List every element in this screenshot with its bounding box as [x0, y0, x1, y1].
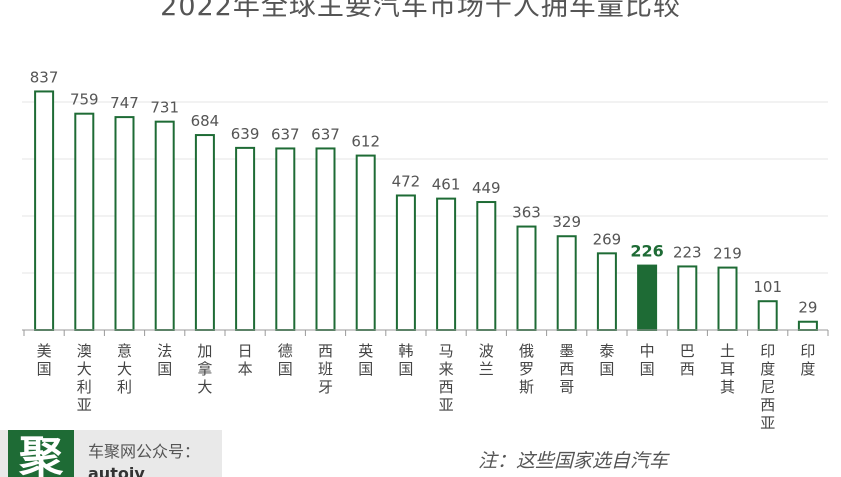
- chart-title: 2022年全球主要汽车市场千人拥车量比较: [160, 0, 681, 22]
- bar: [355, 154, 376, 331]
- category-label: 印度: [800, 342, 815, 378]
- bar: [596, 252, 617, 332]
- data-label: 759: [70, 91, 99, 109]
- bar: [637, 264, 658, 331]
- category-label: 韩国: [398, 342, 413, 378]
- bar: [315, 147, 336, 331]
- data-label: 747: [110, 94, 139, 112]
- bar: [797, 320, 818, 331]
- category-label: 马来西亚: [439, 342, 454, 414]
- category-label: 墨西哥: [559, 342, 574, 396]
- data-label: 637: [311, 125, 340, 143]
- category-label: 德国: [278, 342, 293, 378]
- bar: [395, 194, 416, 331]
- data-label: 269: [593, 230, 622, 248]
- bar: [34, 90, 55, 331]
- bar: [476, 201, 497, 331]
- bars: [34, 90, 818, 332]
- data-label: 363: [512, 204, 541, 222]
- data-label: 101: [753, 278, 782, 296]
- category-label: 俄罗斯: [519, 342, 534, 396]
- bar-chart: 837 759 747 731 684 639 637 637 612 472 461 449 363 3…: [22, 68, 829, 430]
- data-label: 29: [798, 299, 817, 317]
- category-label: 美国: [37, 342, 52, 378]
- footnote: 注：这些国家选自汽车: [478, 450, 669, 472]
- data-label: 223: [673, 243, 702, 261]
- brand-logo: 聚: [8, 430, 74, 477]
- gridlines: [22, 101, 828, 274]
- data-label: 612: [351, 133, 380, 151]
- data-label: 639: [231, 125, 260, 143]
- brand-account-label: 车聚网公众号：: [88, 442, 201, 461]
- data-label: 637: [271, 125, 300, 143]
- category-label: 英国: [358, 342, 373, 378]
- bar: [556, 235, 577, 331]
- bar: [194, 134, 215, 331]
- category-label: 西班牙: [318, 342, 333, 396]
- data-label: 461: [432, 176, 461, 194]
- category-label: 巴西: [680, 342, 695, 378]
- category-label: 加拿大: [197, 342, 212, 396]
- category-label: 土耳其: [720, 342, 735, 396]
- data-label: 731: [150, 99, 179, 117]
- bar: [717, 266, 738, 331]
- bar: [154, 120, 175, 332]
- bar: [677, 265, 698, 332]
- bar: [235, 146, 256, 331]
- data-label: 449: [472, 179, 501, 197]
- data-label: 226: [630, 242, 663, 261]
- category-label: 印度尼西亚: [760, 342, 775, 430]
- category-label: 日本: [238, 342, 253, 378]
- bar: [757, 300, 778, 331]
- bar: [436, 197, 457, 331]
- category-label: 泰国: [599, 342, 614, 378]
- category-label: 波兰: [479, 342, 494, 378]
- data-label: 684: [191, 112, 220, 130]
- x-axis: [22, 329, 829, 336]
- brand-watermark: 聚 车聚网公众号： autojv: [0, 430, 222, 477]
- bar: [74, 112, 95, 331]
- data-label: 219: [713, 245, 742, 263]
- data-label: 329: [552, 213, 581, 231]
- category-label: 法国: [157, 342, 172, 378]
- category-label: 澳大利亚: [77, 342, 92, 414]
- data-label: 472: [392, 172, 421, 190]
- data-label: 837: [30, 68, 59, 86]
- category-label: 中国: [640, 342, 655, 378]
- bar: [114, 116, 135, 332]
- category-label: 意大利: [117, 342, 132, 396]
- brand-account-id: autojv: [88, 464, 145, 477]
- bar: [516, 225, 537, 331]
- value-labels: 837 759 747 731 684 639 637 637 612 472 461 449 363 3…: [30, 68, 818, 316]
- bar: [275, 147, 296, 331]
